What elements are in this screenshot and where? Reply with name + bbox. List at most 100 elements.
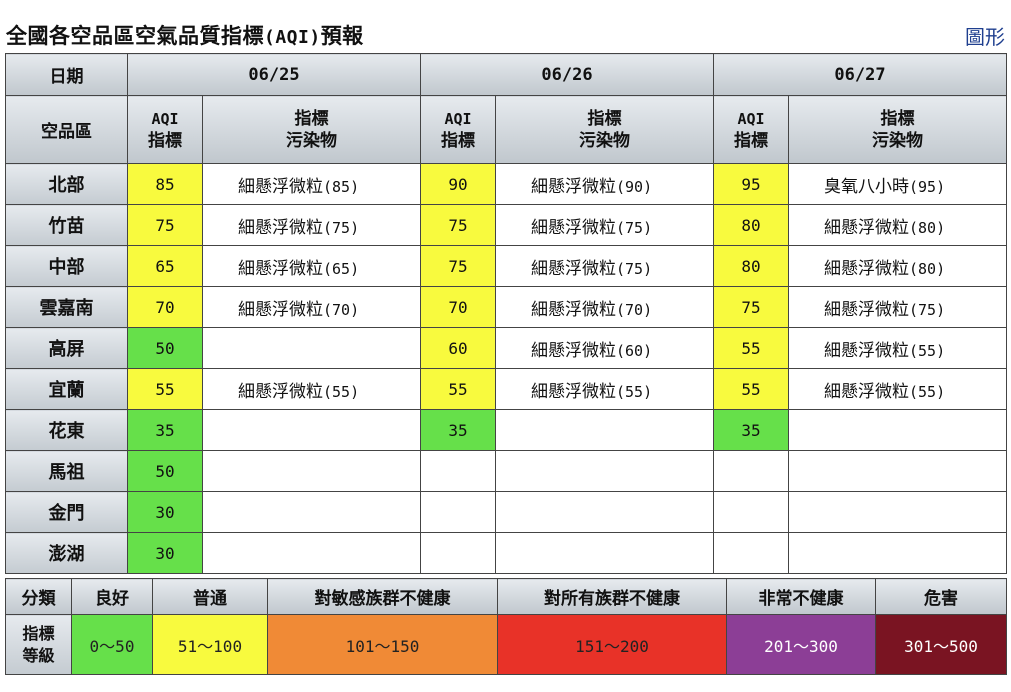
aqi-value: 75 xyxy=(420,245,496,287)
aqi-value: 85 xyxy=(127,163,203,205)
pollutant-value: (75) xyxy=(323,218,360,237)
aqi-header-day1: AQI 指標 xyxy=(127,95,203,164)
pollutant-cell xyxy=(788,450,1007,492)
table-row: 竹苗 75 細懸浮微粒(75) 75 細懸浮微粒(75) 80 細懸浮微粒(80) xyxy=(5,204,1007,246)
aqi-value: 70 xyxy=(420,286,496,328)
pollutant-name: 細懸浮微粒 xyxy=(824,381,909,402)
pollutant-value: (95) xyxy=(909,177,946,196)
pollutant-value: (85) xyxy=(323,177,360,196)
pollutant-name: 細懸浮微粒 xyxy=(531,299,616,320)
aqi-value xyxy=(713,532,789,574)
pollutant-name: 細懸浮微粒 xyxy=(824,340,909,361)
legend-index-header: 指標 等級 xyxy=(5,614,72,675)
pollutant-value: (75) xyxy=(909,300,946,319)
aqi-value xyxy=(713,450,789,492)
aqi-value: 80 xyxy=(713,204,789,246)
pollutant-value: (70) xyxy=(616,300,653,319)
pollutant-value: (70) xyxy=(323,300,360,319)
aqi-header-day3: AQI 指標 xyxy=(713,95,789,164)
region-name: 竹苗 xyxy=(5,204,128,246)
pollutant-value: (80) xyxy=(909,218,946,237)
aqi-value: 35 xyxy=(713,409,789,451)
aqi-value: 55 xyxy=(420,368,496,410)
pollutant-header-day3: 指標 污染物 xyxy=(788,95,1007,164)
legend-level-range: 51〜100 xyxy=(152,614,268,675)
pollutant-name: 細懸浮微粒 xyxy=(824,258,909,279)
pollutant-value: (65) xyxy=(323,259,360,278)
table-row: 雲嘉南 70 細懸浮微粒(70) 70 細懸浮微粒(70) 75 細懸浮微粒(75) xyxy=(5,286,1007,328)
aqi-header-line2: 指標 xyxy=(441,130,475,151)
pollutant-cell xyxy=(202,532,421,574)
pollutant-name: 細懸浮微粒 xyxy=(824,217,909,238)
aqi-value xyxy=(713,491,789,533)
pollutant-cell xyxy=(788,409,1007,451)
pollutant-cell: 細懸浮微粒(70) xyxy=(495,286,714,328)
region-name: 宜蘭 xyxy=(5,368,128,410)
pollutant-cell: 細懸浮微粒(75) xyxy=(788,286,1007,328)
pollutant-cell: 細懸浮微粒(80) xyxy=(788,245,1007,287)
pollutant-name: 細懸浮微粒 xyxy=(238,381,323,402)
aqi-header-line2: 指標 xyxy=(148,130,182,151)
pollutant-cell: 細懸浮微粒(75) xyxy=(495,245,714,287)
aqi-header-line1: AQI xyxy=(737,109,765,128)
aqi-value: 75 xyxy=(127,204,203,246)
date-header-day3: 06/27 xyxy=(713,53,1007,96)
pollutant-cell: 細懸浮微粒(65) xyxy=(202,245,421,287)
pollutant-name: 細懸浮微粒 xyxy=(238,299,323,320)
pollutant-header-line2: 污染物 xyxy=(872,130,923,151)
aqi-value: 50 xyxy=(127,327,203,369)
table-row: 澎湖 30 xyxy=(5,532,1007,574)
aqi-value: 55 xyxy=(713,368,789,410)
pollutant-cell xyxy=(495,532,714,574)
pollutant-cell xyxy=(788,491,1007,533)
pollutant-name: 細懸浮微粒 xyxy=(531,340,616,361)
pollutant-cell: 細懸浮微粒(90) xyxy=(495,163,714,205)
legend-header-row: 分類 良好 普通 對敏感族群不健康 對所有族群不健康 非常不健康 危害 xyxy=(5,578,1007,615)
pollutant-cell: 細懸浮微粒(55) xyxy=(788,327,1007,369)
page-title-code: (AQI) xyxy=(264,27,321,48)
aqi-value: 70 xyxy=(127,286,203,328)
pollutant-cell: 細懸浮微粒(55) xyxy=(788,368,1007,410)
aqi-value: 75 xyxy=(713,286,789,328)
page-title: 全國各空品區空氣品質指標(AQI)預報 xyxy=(6,20,364,50)
legend-index-header-line2: 等級 xyxy=(22,645,55,665)
aqi-value: 90 xyxy=(420,163,496,205)
region-name: 北部 xyxy=(5,163,128,205)
region-name: 金門 xyxy=(5,491,128,533)
legend-level-label: 非常不健康 xyxy=(726,578,876,615)
pollutant-header-line1: 指標 xyxy=(880,108,915,129)
pollutant-header-day1: 指標 污染物 xyxy=(202,95,421,164)
table-row: 金門 30 xyxy=(5,491,1007,533)
pollutant-name: 細懸浮微粒 xyxy=(238,217,323,238)
region-name: 中部 xyxy=(5,245,128,287)
date-header-day1: 06/25 xyxy=(127,53,421,96)
pollutant-cell: 細懸浮微粒(55) xyxy=(495,368,714,410)
aqi-header-line2: 指標 xyxy=(734,130,768,151)
legend-level-label: 危害 xyxy=(875,578,1007,615)
pollutant-header-line2: 污染物 xyxy=(286,130,337,151)
pollutant-name: 臭氧八小時 xyxy=(824,176,909,197)
aqi-header-day2: AQI 指標 xyxy=(420,95,496,164)
legend-level-label: 良好 xyxy=(71,578,153,615)
pollutant-cell xyxy=(495,491,714,533)
pollutant-header-day2: 指標 污染物 xyxy=(495,95,714,164)
aqi-value xyxy=(420,532,496,574)
page-title-suffix: 預報 xyxy=(320,24,364,48)
table-row: 花東 35 35 35 xyxy=(5,409,1007,451)
graph-link[interactable]: 圖形 xyxy=(965,25,1005,49)
forecast-table: 日期 06/25 06/26 06/27 空品區 AQI 指標 指標 污染物 AQI 指標… xyxy=(5,53,1007,574)
pollutant-cell: 細懸浮微粒(80) xyxy=(788,204,1007,246)
region-name: 澎湖 xyxy=(5,532,128,574)
pollutant-cell xyxy=(495,409,714,451)
legend-level-label: 對敏感族群不健康 xyxy=(267,578,498,615)
legend-level-label: 對所有族群不健康 xyxy=(497,578,727,615)
region-name: 馬祖 xyxy=(5,450,128,492)
pollutant-cell xyxy=(202,327,421,369)
pollutant-cell: 細懸浮微粒(55) xyxy=(202,368,421,410)
legend-table: 分類 良好 普通 對敏感族群不健康 對所有族群不健康 非常不健康 危害 指標 等級 0〜50… xyxy=(5,578,1007,675)
pollutant-name: 細懸浮微粒 xyxy=(531,258,616,279)
pollutant-name: 細懸浮微粒 xyxy=(531,217,616,238)
aqi-value: 30 xyxy=(127,491,203,533)
pollutant-cell: 細懸浮微粒(85) xyxy=(202,163,421,205)
pollutant-cell: 細懸浮微粒(75) xyxy=(495,204,714,246)
